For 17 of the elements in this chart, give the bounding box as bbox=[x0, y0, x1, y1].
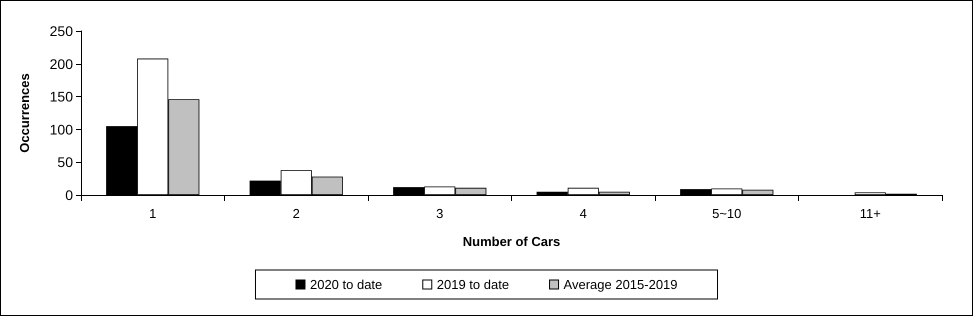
x-axis-title: Number of Cars bbox=[462, 234, 560, 249]
legend-label: 2019 to date bbox=[436, 277, 510, 292]
legend-label: Average 2015-2019 bbox=[564, 277, 678, 292]
legend-label: 2020 to date bbox=[310, 277, 382, 292]
x-tick-label: 5~10 bbox=[712, 206, 742, 221]
x-tick-label: 2 bbox=[292, 206, 300, 221]
y-tick-label: 100 bbox=[50, 121, 74, 138]
y-tick-label: 50 bbox=[57, 154, 74, 170]
y-tick-label: 200 bbox=[50, 56, 74, 72]
y-tick-label: 250 bbox=[50, 23, 74, 39]
y-axis-title: Occurrences bbox=[17, 73, 32, 153]
y-tick-label: 0 bbox=[65, 187, 74, 203]
y-tick-label: 150 bbox=[50, 88, 74, 105]
x-tick-label: 4 bbox=[580, 206, 587, 221]
x-tick-label: 3 bbox=[436, 206, 444, 221]
x-tick-label: 1 bbox=[149, 206, 156, 221]
x-tick-label: 11+ bbox=[860, 206, 881, 221]
